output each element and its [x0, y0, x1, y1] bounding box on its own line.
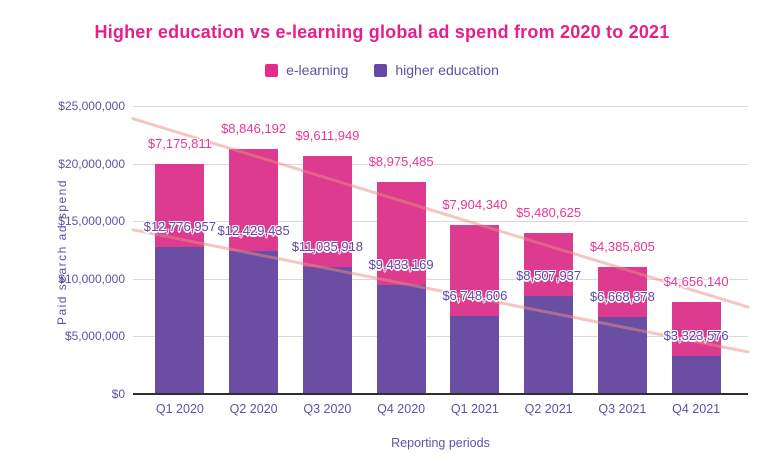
bar-Q4 2021-higher-education — [671, 355, 721, 393]
value-label-higher-education-Q3 2020: $11,035,918 — [291, 238, 364, 254]
value-label-higher-education-Q1 2021: $6,748,606 — [442, 288, 508, 304]
value-label-elearning-Q1 2020: $7,175,811 — [147, 136, 212, 152]
value-label-higher-education-Q3 2021: $6,668,378 — [589, 289, 655, 305]
x-tick-label-Q4 2021: Q4 2021 — [672, 402, 721, 416]
x-tick-label-Q2 2021: Q2 2021 — [524, 402, 573, 416]
value-label-higher-education-Q2 2020: $12,429,435 — [217, 222, 290, 238]
value-label-higher-education-Q4 2021: $3,323,576 — [663, 327, 729, 343]
y-tick-label: $15,000,000 — [58, 214, 125, 229]
bar-Q3 2020-higher-education — [302, 266, 352, 393]
value-label-elearning-Q3 2021: $4,385,805 — [589, 238, 655, 254]
value-label-higher-education-Q2 2021: $8,507,937 — [516, 267, 582, 283]
value-label-higher-education-Q4 2020: $9,433,169 — [368, 257, 434, 273]
legend-item-elearning: e-learning — [265, 62, 348, 78]
x-tick-label-Q3 2021: Q3 2021 — [598, 402, 647, 416]
y-tick-label: $5,000,000 — [64, 329, 125, 344]
chart-title: Higher education vs e-learning global ad… — [94, 22, 670, 42]
x-tick-label-Q3 2020: Q3 2020 — [303, 402, 352, 416]
bar-Q1 2020-higher-education — [155, 246, 205, 393]
bar-Q1 2021-higher-education — [450, 316, 500, 393]
value-label-elearning-Q2 2021: $5,480,625 — [516, 204, 582, 220]
legend-label-higher-education: higher education — [395, 62, 499, 78]
legend: e-learning higher education — [0, 62, 764, 78]
elearning-swatch-icon — [265, 63, 279, 77]
y-tick-label: $0 — [111, 387, 125, 401]
y-axis-title: Paid search ad spend — [55, 178, 69, 326]
value-label-elearning-Q4 2020: $8,975,485 — [368, 153, 434, 169]
gridline-$25,000,000 — [133, 106, 748, 107]
y-tick-label: $20,000,000 — [58, 156, 125, 171]
x-axis-title: Reporting periods — [391, 436, 490, 450]
value-label-elearning-Q4 2021: $4,656,140 — [663, 274, 729, 290]
bar-Q2 2020-higher-education — [229, 250, 279, 393]
y-tick-label: $25,000,000 — [58, 99, 125, 113]
x-tick-label-Q4 2020: Q4 2020 — [377, 402, 426, 416]
bar-Q2 2021-higher-education — [524, 295, 574, 393]
x-tick-label-Q1 2021: Q1 2021 — [450, 402, 499, 416]
value-label-elearning-Q3 2020: $9,611,949 — [295, 128, 360, 144]
legend-label-elearning: e-learning — [286, 62, 349, 78]
x-tick-label-Q2 2020: Q2 2020 — [229, 402, 278, 416]
higher-education-swatch-icon — [374, 63, 388, 77]
x-tick-label-Q1 2020: Q1 2020 — [155, 402, 204, 416]
y-tick-label: $10,000,000 — [58, 271, 125, 286]
legend-item-higher-education: higher education — [374, 62, 499, 78]
gridline-$0 — [133, 393, 748, 395]
